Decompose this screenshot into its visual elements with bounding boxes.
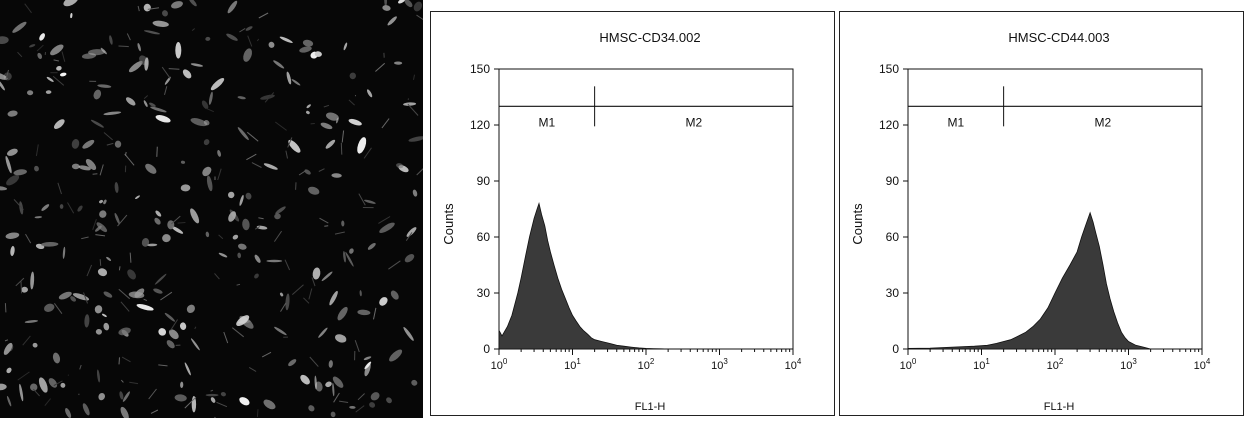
y-tick-label: 30 <box>886 286 900 300</box>
x-axis-label: FL1-H <box>635 401 666 413</box>
x-tick-label: 100 <box>491 357 508 372</box>
x-tick-label: 102 <box>1047 357 1064 372</box>
chart-title: HMSC-CD44.003 <box>1008 30 1109 45</box>
y-tick-label: 90 <box>886 174 900 188</box>
histogram-chart-cd44: HMSC-CD44.003 Counts FL1-H 0 30 60 90 120 150… <box>840 12 1244 417</box>
marker-label: M1 <box>947 115 964 129</box>
x-tick-label: 103 <box>711 357 728 372</box>
cell-micrograph <box>0 0 423 418</box>
marker-label: M2 <box>685 115 702 129</box>
x-tick-label: 100 <box>900 357 917 372</box>
y-tick-label: 0 <box>892 342 899 356</box>
y-tick-label: 30 <box>477 286 491 300</box>
y-tick-label: 90 <box>477 174 491 188</box>
x-tick-label: 101 <box>564 357 581 372</box>
y-axis-label: Counts <box>850 203 865 245</box>
micrograph-image <box>0 0 423 418</box>
histogram-chart-cd34: HMSC-CD34.002 Counts FL1-H 0 30 60 90 120 150… <box>431 12 836 417</box>
x-tick-label: 101 <box>973 357 990 372</box>
y-tick-label: 120 <box>470 118 490 132</box>
histogram-panel-cd34: HMSC-CD34.002 Counts FL1-H 0 30 60 90 120 150… <box>430 11 835 416</box>
y-tick-label: 60 <box>477 230 491 244</box>
y-tick-label: 60 <box>886 230 900 244</box>
y-axis-label: Counts <box>441 203 456 245</box>
histogram-area <box>908 213 1151 349</box>
y-tick-label: 120 <box>879 118 899 132</box>
x-tick-label: 102 <box>638 357 655 372</box>
y-tick-label: 0 <box>483 342 490 356</box>
marker-label: M1 <box>538 115 555 129</box>
x-axis-label: FL1-H <box>1044 401 1075 413</box>
x-tick-label: 104 <box>785 357 802 372</box>
histogram-panel-cd44: HMSC-CD44.003 Counts FL1-H 0 30 60 90 120 150… <box>839 11 1244 416</box>
histogram-area <box>499 203 668 349</box>
x-tick-label: 104 <box>1194 357 1211 372</box>
x-tick-label: 103 <box>1120 357 1137 372</box>
y-tick-label: 150 <box>470 62 490 76</box>
marker-label: M2 <box>1094 115 1111 129</box>
y-tick-label: 150 <box>879 62 899 76</box>
chart-title: HMSC-CD34.002 <box>599 30 700 45</box>
